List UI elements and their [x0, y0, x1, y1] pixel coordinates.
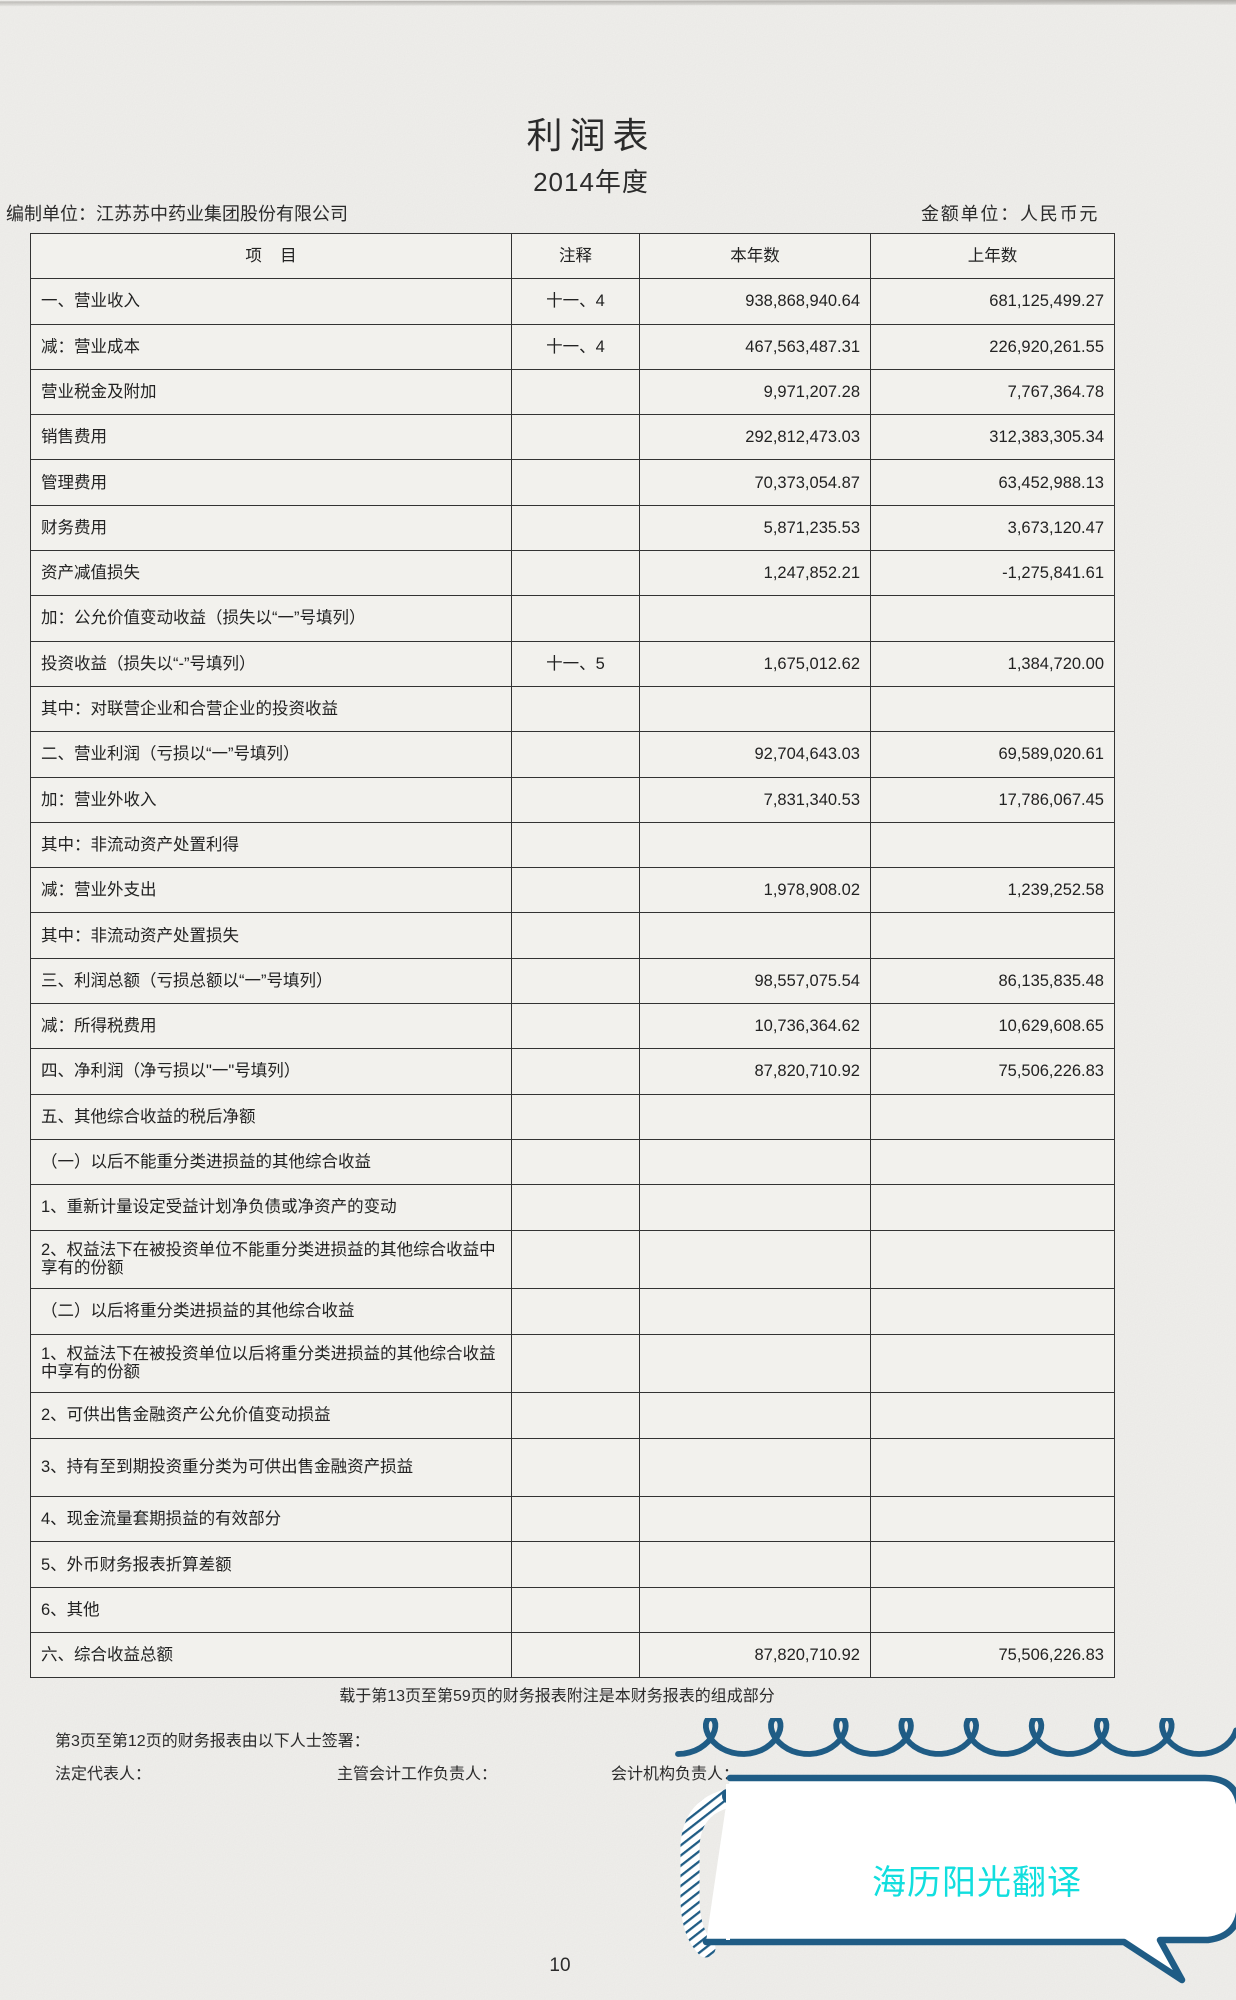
svg-text:海历阳光翻译: 海历阳光翻译	[872, 1864, 1082, 1902]
